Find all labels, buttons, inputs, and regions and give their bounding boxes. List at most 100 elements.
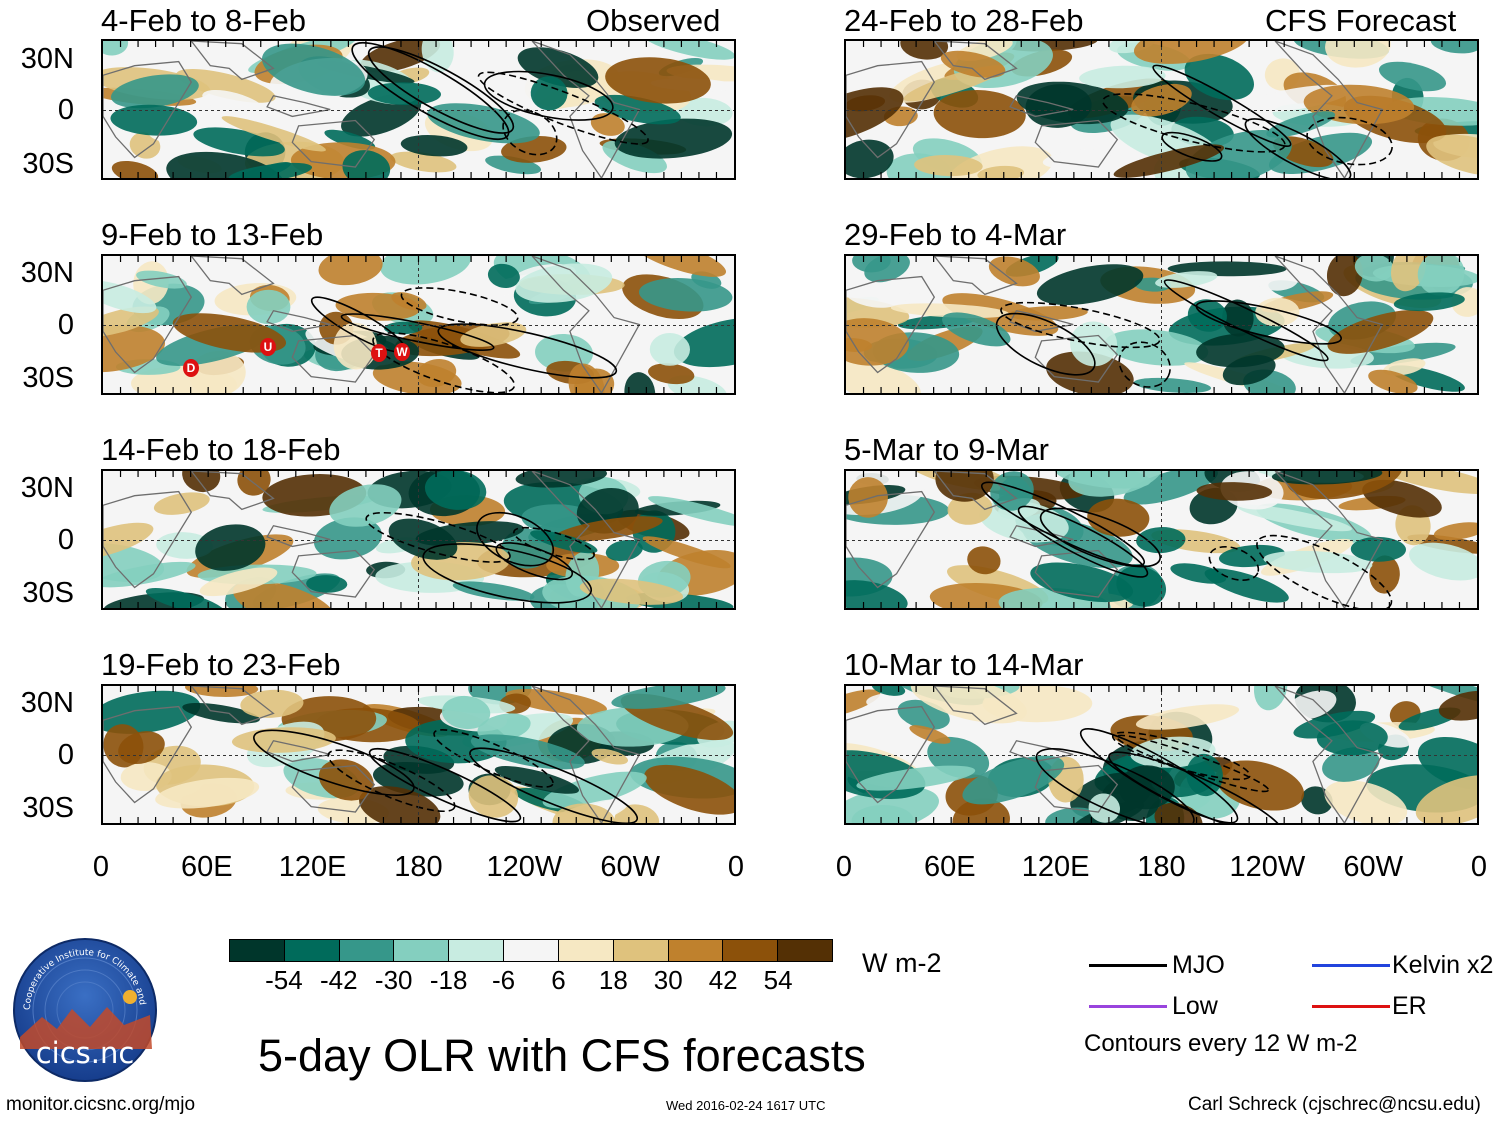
olr-anomaly-blob	[638, 278, 733, 312]
olr-anomaly-blob	[1409, 542, 1477, 581]
coastline	[1274, 41, 1384, 178]
wave-marker: W	[394, 343, 410, 361]
x-tick-label: 60E	[181, 851, 233, 883]
x-tick-label: 120W	[486, 851, 563, 883]
mjo-contour	[1306, 116, 1393, 166]
map-panel-observed-4	[101, 684, 736, 825]
logo-text: cics.nc	[36, 1036, 135, 1070]
olr-anomaly-blob	[1042, 149, 1111, 169]
olr-anomaly-blob	[424, 471, 487, 510]
olr-anomaly-blob	[136, 270, 187, 289]
coastline	[531, 41, 641, 178]
mjo-contour	[1163, 279, 1329, 362]
olr-anomaly-blob	[568, 363, 605, 393]
olr-anomaly-blob	[388, 518, 458, 560]
olr-anomaly-blob	[1131, 83, 1192, 117]
olr-map	[846, 686, 1477, 823]
map-panel-observed-3	[101, 469, 736, 610]
coastline	[190, 471, 275, 511]
olr-anomaly-blob	[611, 686, 726, 709]
coastline	[266, 95, 331, 118]
olr-anomaly-blob	[1379, 471, 1477, 495]
mjo-contour	[351, 42, 510, 140]
coastline	[103, 60, 193, 159]
olr-anomaly-blob	[400, 134, 468, 157]
olr-anomaly-blob	[1417, 256, 1465, 296]
mjo-contour	[1111, 731, 1251, 781]
olr-anomaly-blob	[1185, 130, 1292, 178]
olr-anomaly-blob	[1354, 256, 1394, 282]
olr-anomaly-blob	[441, 695, 491, 730]
mjo-contour	[327, 749, 456, 813]
olr-anomaly-blob	[1368, 369, 1418, 393]
olr-anomaly-blob	[487, 263, 520, 288]
panel-title: 9-Feb to 13-Feb	[101, 217, 324, 252]
colorbar-swatch	[284, 940, 340, 961]
olr-anomaly-blob	[535, 333, 593, 372]
coastline	[846, 275, 936, 374]
legend-line-er	[1312, 1005, 1390, 1008]
mjo-contour	[483, 70, 614, 121]
olr-anomaly-blob	[933, 90, 1026, 139]
coastline	[291, 764, 376, 813]
panel-title: 5-Mar to 9-Mar	[844, 432, 1049, 467]
olr-anomaly-blob	[1266, 111, 1336, 138]
olr-anomaly-blob	[237, 471, 271, 496]
olr-anomaly-blob	[530, 76, 568, 111]
olr-anomaly-blob	[153, 492, 210, 515]
olr-anomaly-blob	[1113, 144, 1225, 178]
colorbar	[229, 939, 833, 962]
coastline	[933, 686, 1018, 726]
olr-anomaly-blob	[673, 317, 734, 368]
olr-anomaly-blob	[505, 688, 607, 715]
mjo-contour	[495, 542, 574, 581]
olr-anomaly-blob	[846, 689, 881, 718]
mjo-contour	[1102, 93, 1286, 153]
coastline	[266, 740, 331, 763]
olr-anomaly-blob	[1350, 536, 1406, 562]
panel-title: 4-Feb to 8-Feb	[101, 3, 307, 38]
olr-anomaly-blob	[342, 150, 391, 178]
olr-anomaly-blob	[852, 256, 891, 273]
mjo-contour	[1161, 131, 1223, 162]
colorbar-swatch	[339, 940, 395, 961]
olr-anomaly-blob	[1215, 760, 1305, 811]
footer-url[interactable]: monitor.cicsnc.org/mjo	[6, 1094, 196, 1115]
olr-anomaly-blob	[648, 363, 695, 385]
olr-anomaly-blob	[103, 522, 154, 560]
olr-anomaly-blob	[103, 306, 159, 337]
olr-anomaly-blob	[1324, 780, 1408, 823]
olr-anomaly-blob	[1170, 563, 1227, 584]
olr-anomaly-blob	[1016, 81, 1129, 125]
coastline	[1009, 95, 1074, 118]
x-tick-label: 60E	[924, 851, 976, 883]
legend-label-mjo: MJO	[1172, 951, 1225, 979]
olr-anomaly-blob	[1430, 41, 1477, 54]
olr-anomaly-blob	[542, 771, 647, 809]
mjo-contour	[995, 312, 1096, 376]
y-tick-label: 0	[57, 524, 74, 556]
coastline	[291, 549, 376, 598]
olr-anomaly-blob	[193, 127, 285, 157]
olr-anomaly-blob	[848, 477, 888, 518]
olr-anomaly-blob	[846, 87, 904, 143]
colorbar-swatch	[504, 940, 559, 961]
y-tick-label: 30N	[20, 43, 74, 75]
mjo-contour	[437, 323, 618, 379]
olr-anomaly-blob	[1426, 134, 1477, 176]
olr-anomaly-blob	[579, 578, 684, 605]
mjo-contour	[1000, 301, 1161, 349]
olr-anomaly-blob	[182, 471, 221, 493]
map-panel-forecast-4	[844, 684, 1479, 825]
coastline	[190, 41, 275, 81]
olr-anomaly-blob	[1383, 358, 1426, 376]
olr-anomaly-blob	[1079, 65, 1166, 89]
olr-anomaly-blob	[591, 748, 629, 765]
mjo-contour	[1039, 507, 1161, 568]
coastline	[190, 256, 275, 296]
olr-anomaly-blob	[940, 50, 1006, 78]
olr-anomaly-blob	[232, 580, 336, 608]
colorbar-swatch	[230, 940, 285, 961]
olr-anomaly-blob	[846, 360, 922, 393]
coastline	[1034, 764, 1119, 813]
